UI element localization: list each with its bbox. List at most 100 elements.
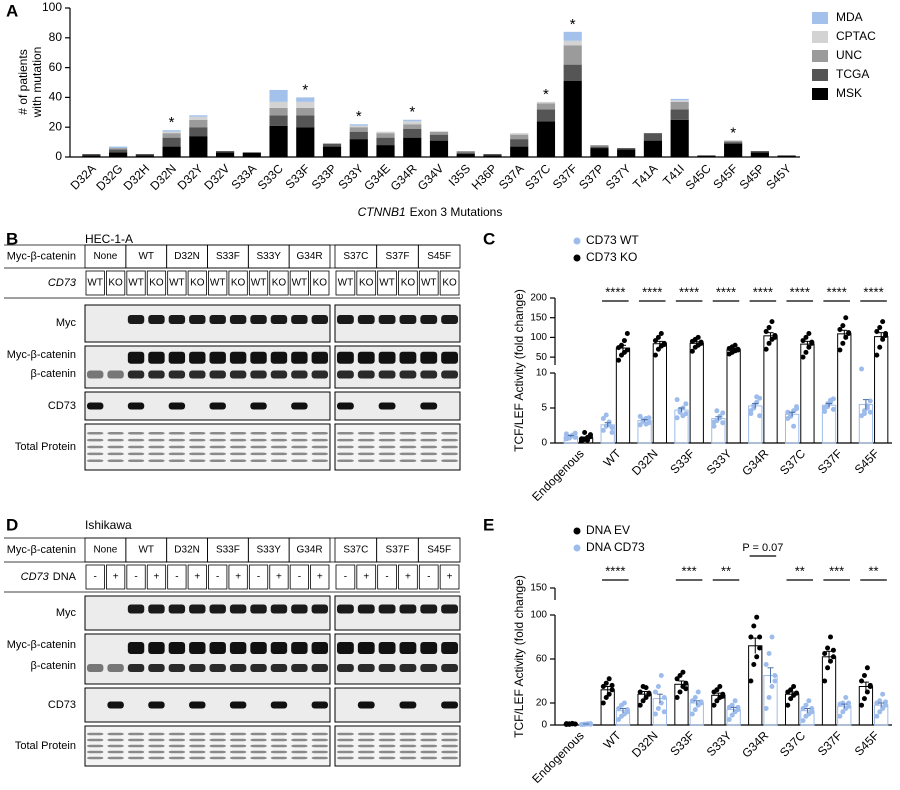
blot-band [399, 738, 417, 742]
data-point [785, 409, 791, 415]
bar-segment [510, 139, 529, 147]
blot-band [378, 431, 396, 435]
legend-label: CPTAC [836, 29, 876, 43]
y-tick-label: 40 [49, 90, 63, 104]
blot-band [420, 351, 438, 364]
blot-panel [84, 687, 331, 723]
blot-band [337, 459, 354, 463]
blot-band [168, 756, 186, 760]
data-point [735, 347, 741, 353]
blot-band [148, 445, 165, 449]
y-axis-label: with mutation [30, 47, 44, 119]
legend-swatch [812, 31, 828, 43]
group-cell [417, 244, 461, 269]
blot-band [420, 744, 438, 748]
data-point [732, 342, 738, 348]
bar-segment [349, 131, 368, 140]
row-label: Total Protein [15, 441, 76, 453]
blot-band [378, 732, 396, 736]
data-point [843, 315, 849, 321]
blot-panel [334, 304, 461, 343]
blot-band [250, 431, 267, 435]
row-label: CD73 [48, 400, 76, 412]
blot-band [250, 756, 267, 760]
data-point [800, 354, 806, 360]
bar-segment [376, 133, 395, 138]
bar-segment [536, 103, 556, 110]
lane-label: WT [338, 278, 354, 289]
data-point [874, 352, 880, 358]
data-point [655, 684, 661, 689]
condition-label: CD73 [48, 277, 77, 289]
bar-segment [563, 45, 582, 65]
blot-band [148, 438, 165, 442]
blot-band [148, 738, 165, 742]
data-point [698, 339, 704, 345]
x-tick-label: S33Y [335, 161, 366, 192]
lane-label: WT [292, 278, 308, 289]
cell-line: HEC-1-A [85, 232, 133, 246]
significance-label: **** [790, 284, 810, 299]
blot-band [441, 445, 458, 449]
blot-band [189, 756, 206, 760]
panel-label: B [6, 229, 18, 248]
blot-band [168, 452, 186, 456]
data-point [689, 348, 695, 354]
blot-band [270, 351, 288, 364]
blot-band [420, 431, 438, 435]
data-point [754, 654, 760, 660]
blot-band [87, 732, 104, 736]
blot-band [337, 756, 354, 760]
bar-segment [162, 137, 181, 147]
x-tick-label: S37C [777, 728, 808, 759]
blot-panel [84, 345, 331, 389]
blot-band [148, 459, 165, 463]
significance-label: **** [679, 284, 699, 299]
blot-band [209, 402, 226, 410]
data-point [652, 689, 658, 695]
blot-band [127, 738, 145, 742]
data-point [757, 413, 763, 419]
bar-segment [349, 127, 368, 132]
data-point [800, 718, 806, 724]
blot-band [270, 732, 288, 736]
blot-band [209, 351, 226, 364]
blot-band [378, 438, 396, 442]
lane-label: + [276, 572, 282, 583]
legend-marker [573, 237, 581, 245]
data-point [748, 408, 754, 414]
bar-segment [189, 116, 208, 120]
data-point [772, 673, 778, 678]
data-point [603, 680, 609, 686]
data-point [769, 634, 775, 640]
y-tick-label: 0 [55, 149, 62, 163]
significance-label: ** [721, 563, 731, 578]
blot-panel [334, 725, 461, 767]
lane-cell [248, 270, 269, 296]
blot-band [127, 452, 145, 456]
significance-label: ** [795, 563, 805, 578]
bar-segment [135, 154, 154, 156]
blot-band [189, 452, 206, 456]
blot-band [399, 750, 417, 754]
data-point [766, 695, 772, 700]
y-tick-label: 0 [541, 438, 547, 449]
lane-cell [310, 270, 330, 296]
data-point [695, 689, 701, 695]
blot-band [378, 402, 396, 410]
blot-band [87, 431, 104, 435]
blot-band [311, 438, 328, 442]
blot-band [148, 452, 165, 456]
group-cell [417, 537, 461, 563]
blot-band [441, 438, 458, 442]
blot-band [357, 604, 375, 614]
lane-label: WT [379, 278, 395, 289]
blot-band [229, 664, 247, 672]
blot-band [291, 738, 308, 742]
data-point [800, 706, 806, 711]
data-point [766, 340, 772, 346]
blot-band [107, 452, 124, 456]
lane-label: KO [313, 278, 328, 289]
blot-band [291, 459, 308, 463]
construct-label: Myc-β-catenin [7, 544, 76, 556]
